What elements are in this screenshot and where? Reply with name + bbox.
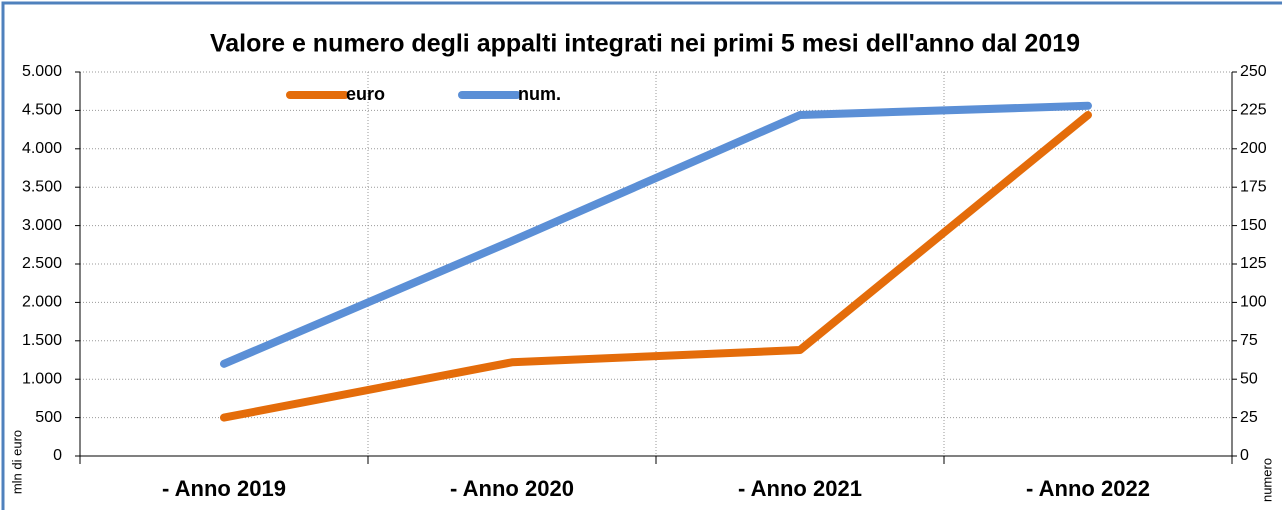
series-line [220, 101, 1092, 368]
y2-axis-label: numero [1259, 458, 1274, 502]
y2-tick-label: 250 [1240, 63, 1267, 80]
y-tick-label: 5.000 [22, 63, 62, 80]
y2-tick-label: 75 [1240, 332, 1258, 349]
y-tick-label: 3.500 [22, 178, 62, 195]
y2-tick-label: 100 [1240, 294, 1267, 311]
y2-tick-label: 25 [1240, 409, 1258, 426]
y-tick-label: 4.000 [22, 140, 62, 157]
y-tick-label: 1.500 [22, 332, 62, 349]
y-tick-label: 2.000 [22, 294, 62, 311]
y2-tick-label: 125 [1240, 255, 1267, 272]
y-tick-label: 0 [53, 447, 62, 464]
y2-tick-label: 150 [1240, 217, 1267, 234]
y-tick-label: 500 [35, 409, 62, 426]
series-line [220, 111, 1092, 422]
y2-tick-label: 225 [1240, 102, 1267, 119]
x-tick-label: - Anno 2021 [738, 476, 862, 501]
y-tick-label: 4.500 [22, 102, 62, 119]
x-tick-label: - Anno 2022 [1026, 476, 1150, 501]
y2-tick-label: 0 [1240, 447, 1249, 464]
x-tick-label: - Anno 2020 [450, 476, 574, 501]
legend-label: euro [346, 84, 385, 104]
x-tick-label: - Anno 2019 [162, 476, 286, 501]
y2-tick-label: 50 [1240, 370, 1258, 387]
chart-title: Valore e numero degli appalti integrati … [210, 30, 1080, 58]
y-tick-label: 1.000 [22, 370, 62, 387]
y-axis-label: mln di euro [9, 430, 24, 494]
y2-tick-label: 175 [1240, 178, 1267, 195]
y-tick-label: 3.000 [22, 217, 62, 234]
legend-label: num. [518, 84, 561, 104]
y2-tick-label: 200 [1240, 140, 1267, 157]
y-tick-label: 2.500 [22, 255, 62, 272]
